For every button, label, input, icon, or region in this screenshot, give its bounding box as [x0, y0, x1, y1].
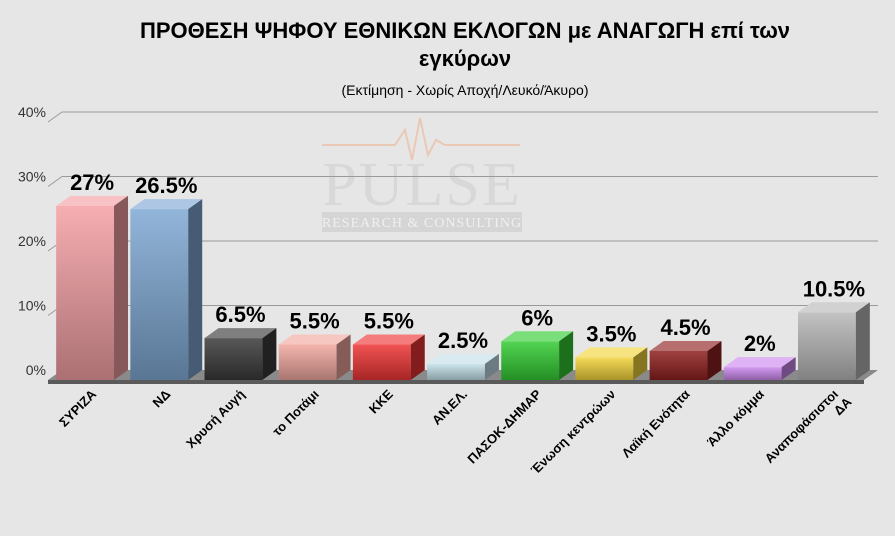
bar — [204, 328, 277, 380]
bar-top — [56, 195, 129, 206]
bar — [575, 347, 648, 380]
gridline-side — [47, 111, 63, 123]
watermark-tagline-box — [322, 212, 522, 232]
x-tick-label-line: ΣΥΡΙΖΑ — [56, 386, 100, 430]
bar — [427, 353, 499, 380]
bar — [278, 334, 351, 380]
x-tick-label-line: ΑΝ.ΕΛ. — [429, 387, 470, 428]
bar-front — [649, 350, 708, 380]
bar-top — [797, 302, 870, 313]
bar-top — [575, 347, 648, 358]
gridline-side — [47, 176, 63, 187]
y-tick-label: 20% — [18, 233, 46, 249]
x-tick-label: ΠΑΣΟΚ-ΔΗΜΑΡ — [464, 386, 544, 466]
bar-front — [797, 312, 856, 380]
bar-side — [707, 340, 722, 380]
bar-top — [352, 334, 425, 345]
watermark-tagline: RESEARCH & CONSULTING — [322, 216, 522, 231]
bar-front — [130, 209, 189, 380]
bar — [649, 340, 722, 380]
bar-top — [278, 334, 351, 345]
data-label: 26.5% — [135, 173, 197, 198]
x-tick-label: ΚΚΕ — [366, 386, 396, 416]
data-label: 3.5% — [586, 321, 636, 346]
y-axis: 0% 10% 20% 30% 40% — [18, 104, 46, 378]
floor-edge — [48, 380, 864, 384]
x-tick-label: ΣΥΡΙΖΑ — [56, 386, 100, 430]
x-tick-label-line: Λαϊκή Ενότητα — [619, 387, 693, 461]
x-tick-label-line: ΝΔ — [150, 387, 174, 411]
bar-side — [262, 328, 277, 380]
data-label: 10.5% — [803, 276, 865, 301]
bar-front — [723, 367, 782, 380]
bar-front — [575, 357, 634, 380]
data-label: 2.5% — [438, 328, 488, 353]
data-label: 2% — [744, 331, 776, 356]
bar-side — [559, 331, 574, 380]
x-tick-label-line: Άλλο κόμμα — [704, 387, 767, 450]
bar-top — [649, 340, 722, 351]
bar-top — [427, 353, 499, 364]
data-labels: 27% 26.5% 6.5% 5.5% 5.5% 2.5% 6% 3.5% 4.5% 2% 10.5… — [70, 170, 865, 356]
x-tick-label: Χρυσή Αυγή — [183, 386, 248, 451]
x-tick-label-line: Αναποφάσιστοι — [762, 386, 842, 466]
bar — [56, 195, 129, 380]
y-tick-label: 0% — [26, 362, 46, 378]
bar-front — [427, 363, 485, 380]
x-tick-label-line: ΚΚΕ — [366, 386, 396, 416]
bar — [352, 334, 425, 380]
bar-side — [633, 347, 648, 380]
gridlines — [47, 111, 878, 316]
y-tick-label: 40% — [18, 104, 46, 120]
data-label: 4.5% — [660, 315, 710, 340]
x-tick-label: ΑΝ.ΕΛ. — [429, 387, 470, 428]
bars — [56, 195, 870, 380]
x-tick-label: ΑναποφάσιστοιΔΑ — [762, 383, 855, 476]
bar-side — [336, 334, 351, 380]
bar-front — [278, 344, 337, 380]
bar — [130, 199, 203, 380]
bar-side — [781, 357, 796, 380]
x-tick-label-line: το Ποτάμι — [269, 386, 322, 439]
data-label: 5.5% — [290, 309, 340, 334]
bar-top — [130, 199, 203, 210]
y-tick-label: 30% — [18, 169, 46, 185]
bar-side — [855, 302, 870, 380]
bar-side — [484, 353, 499, 380]
bar-top — [204, 328, 277, 339]
chart-title-line-2: εγκύρων — [419, 46, 511, 71]
bar-top — [501, 331, 574, 342]
bar-front — [204, 338, 263, 380]
data-label: 27% — [70, 170, 114, 195]
watermark-pulse-line — [322, 117, 520, 161]
y-tick-label: 10% — [18, 298, 46, 314]
chart-title-line-1: ΠΡΟΘΕΣΗ ΨΗΦΟΥ ΕΘΝΙΚΩΝ ΕΚΛΟΓΩΝ με ΑΝΑΓΩΓΗ… — [140, 18, 790, 43]
x-tick-label-line: Χρυσή Αυγή — [183, 386, 248, 451]
bar-front — [352, 344, 411, 380]
x-tick-label: Λαϊκή Ενότητα — [619, 387, 693, 461]
bar — [501, 331, 574, 380]
data-label: 6.5% — [215, 302, 265, 327]
watermark: PULSE RESEARCH & CONSULTING — [322, 117, 522, 232]
x-tick-label: ΝΔ — [150, 387, 174, 411]
data-label: 6% — [521, 305, 553, 330]
watermark-name: PULSE — [322, 151, 521, 219]
x-tick-label: Άλλο κόμμα — [704, 387, 767, 450]
bar-side — [410, 334, 425, 380]
bar-front — [501, 341, 560, 380]
bar — [797, 302, 870, 380]
x-tick-label-line: Ένωση κεντρώων — [528, 387, 619, 478]
data-label: 5.5% — [364, 309, 414, 334]
bar-front — [56, 205, 115, 380]
x-tick-label: Ένωση κεντρώων — [528, 387, 619, 478]
x-tick-label: το Ποτάμι — [269, 386, 322, 439]
x-tick-label-line: ΠΑΣΟΚ-ΔΗΜΑΡ — [464, 386, 544, 466]
bar-side — [188, 199, 203, 380]
chart-subtitle: (Εκτίμηση - Χωρίς Αποχή/Λευκό/Άκυρο) — [342, 82, 589, 98]
bar — [723, 357, 796, 380]
bar-side — [114, 195, 129, 380]
bar-top — [723, 357, 796, 368]
x-axis-labels: ΣΥΡΙΖΑ ΝΔ Χρυσή Αυγή το Ποτάμι ΚΚΕ ΑΝ.ΕΛ.ΠΑΣΟ… — [56, 383, 855, 478]
